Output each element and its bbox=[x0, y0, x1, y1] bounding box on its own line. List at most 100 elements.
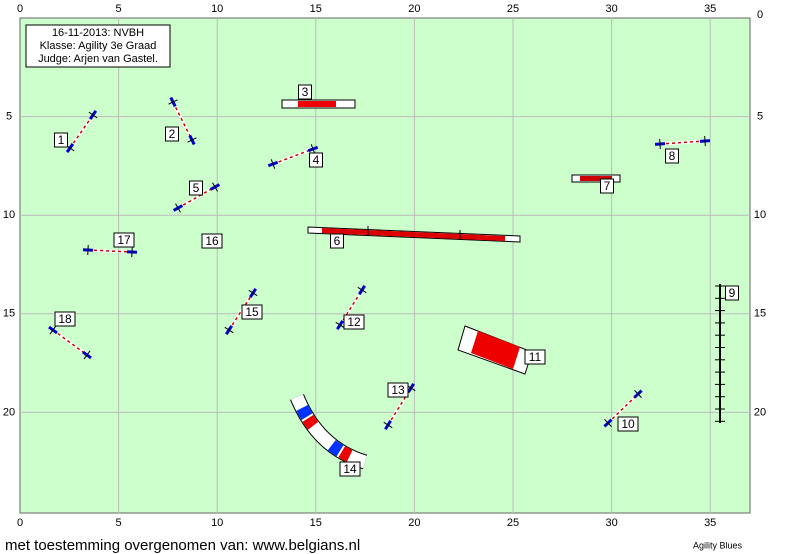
x-tick-label: 25 bbox=[507, 517, 519, 529]
x-tick-label: 30 bbox=[605, 3, 617, 15]
jump-post bbox=[604, 419, 612, 427]
jump-post bbox=[83, 350, 91, 360]
jump-post bbox=[310, 144, 316, 154]
obstacle-label: 7 bbox=[604, 179, 611, 193]
x-tick-label: 35 bbox=[704, 3, 716, 15]
obstacle-label: 5 bbox=[193, 181, 200, 195]
obstacle-label-box bbox=[113, 232, 135, 248]
x-tick-label: 20 bbox=[408, 517, 420, 529]
obstacle-label: 3 bbox=[302, 85, 309, 99]
obstacle-label: 10 bbox=[621, 417, 635, 431]
obstacle-label: 9 bbox=[729, 286, 736, 300]
jump-post bbox=[383, 421, 393, 429]
jump-bar-stripe bbox=[659, 140, 706, 145]
jump-bar-stripe bbox=[69, 114, 94, 149]
jump-post bbox=[270, 159, 276, 169]
wall-center bbox=[580, 176, 612, 181]
obstacle-label-box bbox=[600, 178, 614, 194]
obstacle-label-box bbox=[309, 152, 323, 168]
y-tick-label: 15 bbox=[3, 308, 15, 320]
obstacle-label: 11 bbox=[529, 350, 542, 364]
obstacle-label-box bbox=[201, 233, 223, 249]
jump-post bbox=[88, 111, 98, 119]
jump-post bbox=[335, 321, 345, 329]
obstacle-label: 14 bbox=[343, 462, 357, 476]
x-tick-label: 5 bbox=[116, 517, 122, 529]
jump-post bbox=[49, 325, 57, 335]
obstacle-label-box bbox=[617, 416, 639, 432]
obstacle-label: 2 bbox=[169, 127, 176, 141]
tunnel-red bbox=[471, 331, 520, 369]
info-judge: Judge: Arjen van Gastel. bbox=[38, 53, 158, 65]
info-class: Klasse: Agility 3e Graad bbox=[40, 40, 157, 52]
obstacle-label: 13 bbox=[391, 383, 405, 397]
jump-bar-stripe bbox=[228, 292, 254, 331]
jump-post bbox=[224, 326, 234, 334]
obstacle-label-box bbox=[330, 233, 344, 249]
y-tick-label: 10 bbox=[754, 209, 766, 221]
footer-brand: Agility Blues bbox=[693, 540, 743, 550]
y-tick-label: 20 bbox=[3, 406, 15, 418]
info-date: 16-11-2013: NVBH bbox=[52, 27, 144, 39]
obstacle-label-box bbox=[298, 84, 312, 100]
x-tick-label: 5 bbox=[116, 3, 122, 15]
jump-post bbox=[168, 99, 178, 105]
y-tick-label: 15 bbox=[754, 308, 766, 320]
x-tick-label: 0 bbox=[17, 517, 23, 529]
jump-post bbox=[357, 286, 367, 294]
obstacle-label: 6 bbox=[334, 234, 341, 248]
obstacle-label: 17 bbox=[117, 233, 131, 247]
obstacle-label: 1 bbox=[58, 133, 65, 147]
jump-bar-stripe bbox=[87, 249, 133, 253]
x-tick-label: 10 bbox=[211, 517, 223, 529]
x-tick-label: 15 bbox=[310, 3, 322, 15]
x-tick-label: 20 bbox=[408, 3, 420, 15]
x-tick-label: 0 bbox=[17, 3, 23, 15]
obstacle-label: 4 bbox=[313, 153, 320, 167]
x-tick-label: 15 bbox=[310, 517, 322, 529]
jump-post bbox=[175, 203, 181, 213]
seesaw-center bbox=[298, 101, 336, 107]
x-tick-label: 25 bbox=[507, 3, 519, 15]
jump-bar-stripe bbox=[177, 186, 216, 209]
jump-post bbox=[704, 135, 706, 147]
curved-tunnel bbox=[290, 394, 368, 469]
y-tick-label: 5 bbox=[6, 111, 12, 123]
obstacle-label-box bbox=[665, 148, 679, 164]
y-tick-label: 20 bbox=[754, 406, 766, 418]
obstacle-label: 12 bbox=[347, 315, 361, 329]
y-tick-label: 10 bbox=[3, 209, 15, 221]
obstacle-label-box bbox=[241, 304, 263, 320]
obstacle-label-box bbox=[165, 126, 179, 142]
obstacle-label-box bbox=[54, 311, 76, 327]
field bbox=[19, 17, 751, 514]
obstacle-label-box bbox=[343, 314, 365, 330]
obstacle-label: 15 bbox=[245, 305, 259, 319]
y-tick-label: 5 bbox=[757, 111, 763, 123]
jump-post bbox=[659, 138, 661, 150]
info-box bbox=[25, 24, 171, 68]
jump-bar-stripe bbox=[172, 101, 193, 141]
jump-bar-stripe bbox=[607, 393, 639, 424]
x-tick-label: 10 bbox=[211, 3, 223, 15]
obstacle-label-box bbox=[387, 382, 409, 398]
footer-credit: met toestemming overgenomen van: www.bel… bbox=[5, 537, 360, 554]
y-tick-label: 0 bbox=[757, 9, 763, 21]
obstacle-label-box bbox=[189, 180, 203, 196]
x-tick-label: 35 bbox=[704, 517, 716, 529]
jump-post bbox=[248, 289, 258, 297]
obstacle-label-box bbox=[339, 461, 361, 477]
obstacle-label: 8 bbox=[669, 149, 676, 163]
jump-post bbox=[212, 182, 218, 192]
obstacle-label-box bbox=[524, 349, 546, 365]
obstacle-label: 16 bbox=[205, 234, 219, 248]
x-tick-label: 30 bbox=[605, 517, 617, 529]
obstacle-label-box bbox=[54, 132, 68, 148]
jump-post bbox=[187, 137, 197, 143]
jump-bar-stripe bbox=[272, 148, 314, 165]
obstacle-label: 18 bbox=[58, 312, 72, 326]
jump-bar-stripe bbox=[52, 329, 88, 356]
jump-post bbox=[634, 390, 642, 398]
obstacle-label-box bbox=[725, 285, 739, 301]
